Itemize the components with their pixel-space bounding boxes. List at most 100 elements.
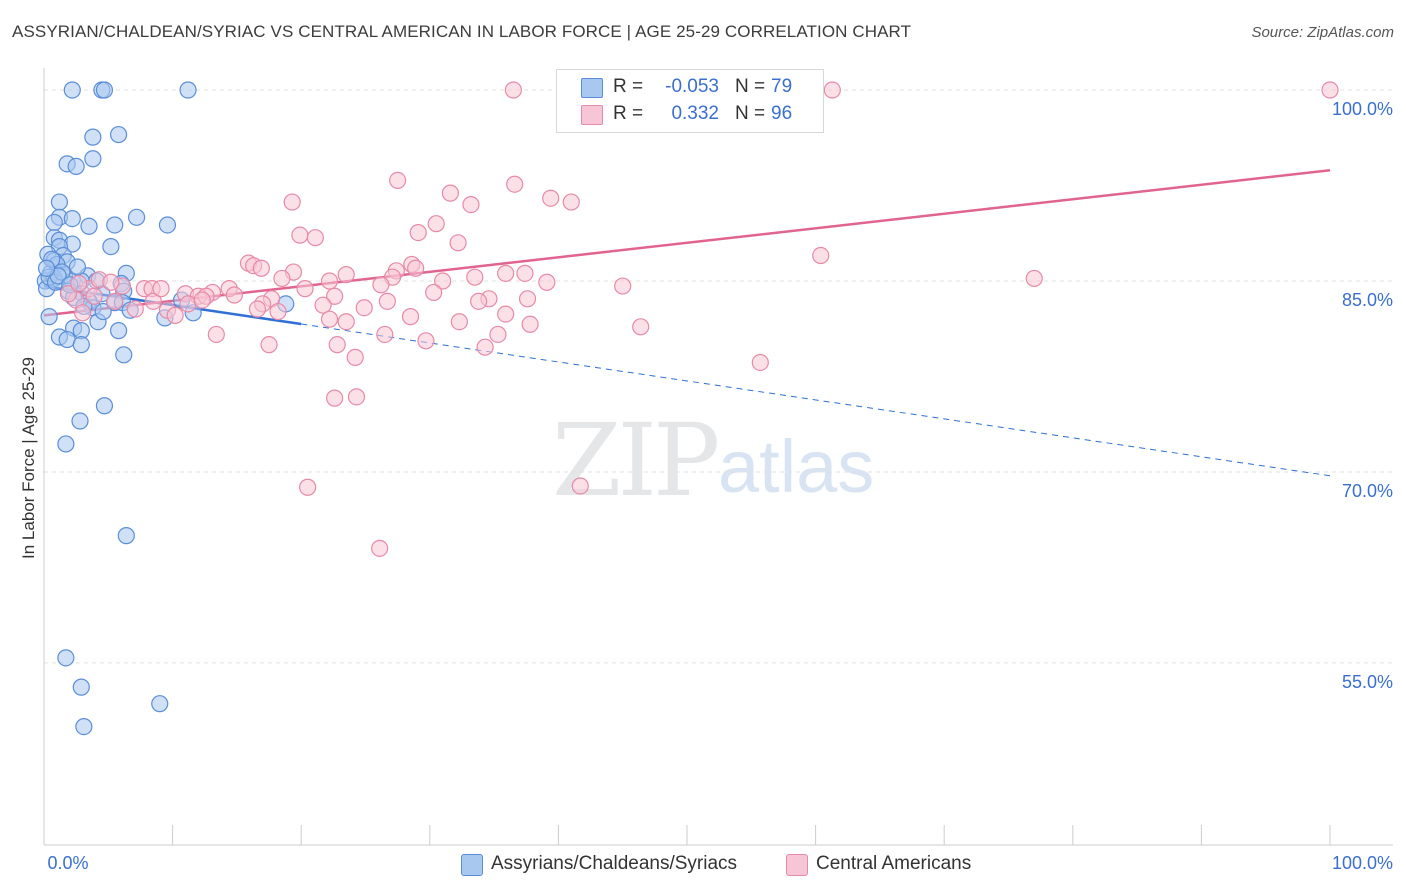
data-point-assyrians [57, 649, 75, 667]
data-point-central-americans [85, 287, 103, 305]
data-point-central-americans [470, 292, 488, 310]
data-point-central-americans [144, 292, 162, 310]
data-point-assyrians [40, 308, 58, 326]
data-point-central-americans [314, 296, 332, 314]
bottom-legend-swatch-pink [786, 854, 808, 876]
data-point-assyrians [63, 81, 81, 99]
data-point-central-americans [504, 81, 522, 99]
bottom-legend-label: Central Americans [816, 853, 972, 874]
bottom-legend: Assyrians/Chaldeans/Syriacs Central Amer… [0, 852, 1406, 878]
data-point-central-americans [427, 215, 445, 233]
data-point-central-americans [207, 325, 225, 344]
data-point-assyrians [67, 157, 85, 175]
data-point-central-americans [614, 277, 632, 295]
y-tick-label: 70.0% [1342, 481, 1393, 501]
data-point-central-americans [73, 304, 92, 322]
source-label: Source: ZipAtlas.com [1251, 24, 1394, 41]
series-assyrians-points [36, 81, 295, 736]
data-point-central-americans [378, 292, 396, 310]
data-point-central-americans [70, 274, 88, 293]
legend-r-label: R = [613, 76, 644, 97]
data-point-central-americans [299, 478, 317, 496]
data-point-assyrians [117, 527, 135, 545]
data-point-central-americans [497, 264, 515, 282]
y-tick-label: 100.0% [1332, 99, 1393, 119]
data-point-central-americans [126, 300, 144, 318]
watermark-zip: ZIP [552, 402, 720, 519]
data-point-central-americans [166, 306, 184, 324]
data-point-central-americans [102, 273, 120, 291]
data-point-central-americans [320, 272, 339, 290]
series-central-americans-points [59, 81, 1339, 557]
data-point-central-americans [337, 266, 355, 284]
data-point-central-americans [355, 299, 373, 317]
data-point-central-americans [562, 193, 580, 211]
data-point-central-americans [425, 283, 443, 302]
data-point-assyrians [80, 217, 98, 235]
legend-r-label: R = [613, 103, 644, 124]
data-point-central-americans [1321, 81, 1339, 99]
data-point-central-americans [269, 302, 287, 321]
data-point-central-americans [371, 539, 389, 557]
x-tick-label: 100.0% [1332, 853, 1393, 873]
data-point-assyrians [94, 302, 112, 321]
data-point-central-americans [296, 280, 314, 298]
trend-lines [43, 168, 1331, 477]
data-point-central-americans [823, 81, 841, 99]
data-point-central-americans [59, 285, 78, 303]
data-point-central-americans [347, 388, 366, 406]
data-point-central-americans [248, 300, 267, 318]
y-tick-label: 85.0% [1342, 290, 1393, 310]
data-point-assyrians [95, 397, 114, 415]
data-point-central-americans [328, 336, 346, 354]
data-point-central-americans [225, 286, 243, 304]
data-point-central-americans [306, 229, 324, 247]
data-point-central-americans [193, 291, 211, 309]
bottom-legend-swatch-blue [461, 854, 483, 876]
data-point-central-americans [538, 273, 556, 291]
data-point-central-americans [372, 276, 390, 294]
data-point-assyrians [63, 210, 81, 228]
data-point-central-americans [506, 175, 524, 193]
data-point-central-americans [179, 295, 197, 313]
data-point-central-americans [417, 332, 435, 350]
data-point-assyrians [75, 717, 93, 736]
data-point-assyrians [57, 435, 75, 453]
data-point-assyrians [109, 322, 128, 340]
data-point-central-americans [106, 292, 124, 310]
data-point-assyrians [84, 128, 102, 146]
x-tick-label: 0.0% [47, 853, 88, 873]
axes [43, 68, 1393, 846]
data-point-central-americans [252, 259, 270, 277]
data-point-assyrians [72, 678, 90, 696]
legend-swatch-blue [581, 78, 603, 98]
data-point-central-americans [812, 246, 830, 265]
legend-r-value: 0.332 [671, 103, 719, 124]
data-point-central-americans [751, 353, 769, 372]
y-tick-label: 55.0% [1342, 672, 1393, 692]
data-point-central-americans [407, 259, 425, 277]
data-point-assyrians [115, 346, 133, 364]
data-point-central-americans [291, 226, 309, 244]
data-point-central-americans [337, 313, 355, 331]
data-point-central-americans [434, 272, 452, 290]
legend-r-value: -0.053 [665, 76, 719, 97]
data-point-assyrians [95, 81, 114, 99]
data-point-central-americans [401, 308, 420, 326]
bottom-legend-label: Assyrians/Chaldeans/Syriacs [491, 853, 738, 874]
chart-title: ASSYRIAN/CHALDEAN/SYRIAC VS CENTRAL AMER… [12, 22, 912, 41]
trend-line-central-americans [43, 168, 1331, 317]
correlation-legend: R = -0.053 N = 79 R = 0.332 N = 96 [556, 69, 824, 133]
legend-n-value: 79 [771, 76, 793, 97]
data-point-assyrians [102, 238, 120, 256]
data-point-assyrians [151, 695, 169, 713]
data-point-central-americans [450, 313, 468, 331]
data-point-central-americans [632, 318, 650, 336]
data-point-assyrians [109, 125, 128, 144]
data-point-central-americans [376, 325, 394, 344]
data-point-central-americans [521, 315, 539, 333]
data-point-central-americans [476, 338, 494, 356]
data-point-assyrians [68, 258, 87, 276]
legend-n-label: N = [735, 76, 766, 97]
